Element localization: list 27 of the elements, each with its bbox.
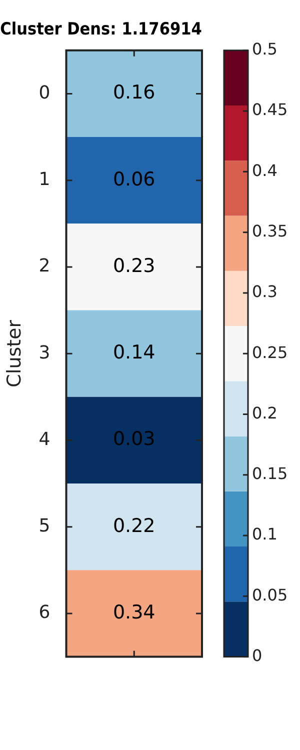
y-tick-label: 0 bbox=[38, 82, 50, 104]
chart-title: Cluster Dens: 1.176914 bbox=[0, 18, 202, 39]
color-bar-label: 0.2 bbox=[252, 403, 278, 422]
data-label: 0.34 bbox=[112, 601, 156, 624]
color-bar-label: 0.05 bbox=[252, 585, 288, 604]
y-tick-label: 1 bbox=[38, 169, 50, 190]
color-bar-label: 0.4 bbox=[252, 160, 278, 180]
y-axis-title: Cluster bbox=[3, 320, 26, 388]
data-label: 0.14 bbox=[112, 342, 156, 364]
color-bar-label: 0 bbox=[252, 646, 262, 665]
color-bar-label: 0.25 bbox=[252, 342, 288, 362]
color-bar-label: 0.3 bbox=[252, 282, 278, 302]
y-tick-label: 2 bbox=[38, 256, 50, 277]
color-bar-label: 0.5 bbox=[252, 40, 278, 59]
y-tick-label: 5 bbox=[38, 516, 50, 537]
y-tick-label: 4 bbox=[38, 428, 50, 450]
color-bar-label: 0.35 bbox=[252, 221, 288, 240]
color-bar-label: 0.45 bbox=[252, 100, 288, 120]
data-label: 0.16 bbox=[112, 82, 156, 104]
color-bar-label: 0.1 bbox=[252, 524, 278, 544]
color-bar-label: 0.15 bbox=[252, 464, 288, 484]
data-label: 0.03 bbox=[112, 428, 156, 450]
data-label: 0.22 bbox=[112, 514, 156, 537]
y-tick-label: 6 bbox=[38, 602, 50, 624]
data-label: 0.06 bbox=[112, 168, 156, 190]
data-label: 0.23 bbox=[112, 254, 156, 277]
y-tick-label: 3 bbox=[38, 342, 50, 364]
